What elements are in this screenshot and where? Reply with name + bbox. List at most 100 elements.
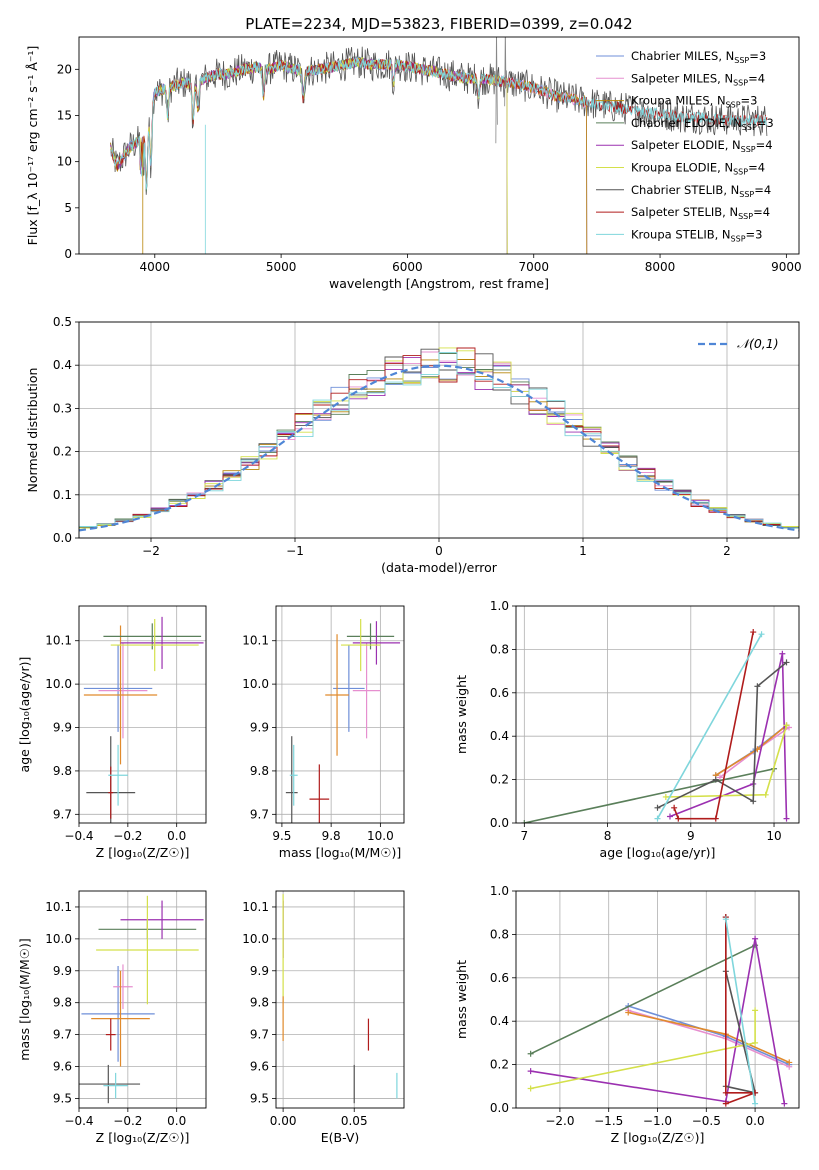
x-axis-label: age [log₁₀(age/yr)] <box>600 845 716 860</box>
y-tick-label: 9.6 <box>53 1060 72 1074</box>
weight-series-7 <box>725 917 756 1105</box>
data-point <box>120 900 204 939</box>
age-vs-mass-axes: 9.5 9.8 10.0 9.7 9.8 9.9 10.0 10.1 mass [log₁₀(M… <box>242 606 404 860</box>
mass-vs-Z-frame <box>78 890 207 1109</box>
x-tick-label: −0.2 <box>113 829 142 843</box>
x-tick-label: −0.4 <box>64 1114 93 1128</box>
weight-marker <box>783 722 790 729</box>
weight-series-8 <box>725 919 756 1104</box>
x-tick-label: 0 <box>435 544 443 558</box>
weight-marker <box>752 1039 759 1046</box>
x-tick-label: 2 <box>723 544 731 558</box>
weight-series-1 <box>627 1009 790 1068</box>
weight-marker <box>722 916 729 923</box>
y-tick-label: 9.9 <box>250 721 269 735</box>
residuals-axes: −2 −1 0 1 2 0.0 0.1 0.2 0.3 0.4 0.5 (data-model)/er… <box>25 315 799 575</box>
weight-marker <box>781 1100 788 1107</box>
y-axis-label: age [log₁₀(age/yr)] <box>17 657 32 773</box>
weight-marker <box>722 1089 729 1096</box>
age-vs-Z-points <box>83 616 204 823</box>
data-point <box>110 619 199 672</box>
mass-weight-vs-age-lines <box>521 629 793 823</box>
weight-series-8 <box>656 633 763 820</box>
data-point <box>81 965 155 1062</box>
weight-marker <box>625 1009 632 1016</box>
y-tick-label: 9.8 <box>250 996 269 1010</box>
weight-marker <box>752 935 759 942</box>
y-tick-label: 0.1 <box>53 488 72 502</box>
weight-marker <box>750 629 757 636</box>
weight-marker <box>716 774 723 781</box>
data-point <box>108 744 128 806</box>
y-tick-label: 9.6 <box>250 1060 269 1074</box>
x-axis-label: wavelength [Angstrom, rest frame] <box>329 276 549 291</box>
x-tick-label: 0.0 <box>167 1114 186 1128</box>
x-tick-label: 10 <box>766 829 781 843</box>
mass-weight-vs-age-axes: 7 8 9 10 0.0 0.2 0.4 0.6 0.8 1.0 age [log₁₀(age/yr… <box>454 599 799 860</box>
x-tick-label: −1 <box>286 544 304 558</box>
age-vs-mass-frame <box>275 605 405 824</box>
legend-entry: Salpeter MILES, NSSP=4 <box>631 71 765 87</box>
weight-marker <box>758 631 765 638</box>
x-tick-label: 0.00 <box>270 1114 297 1128</box>
spectrum-series-5 <box>110 56 508 254</box>
spectrum-series-8 <box>110 56 768 190</box>
x-axis-label: mass [log₁₀(M/M☉)] <box>279 845 401 860</box>
weight-marker <box>762 791 769 798</box>
y-tick-label: 10.0 <box>45 677 72 691</box>
y-tick-label: 0.8 <box>490 927 509 941</box>
weight-marker <box>754 683 761 690</box>
mass-weight-vs-Z-lines <box>527 914 793 1107</box>
y-tick-label: 0.4 <box>53 358 72 372</box>
x-tick-label: 8000 <box>645 260 676 274</box>
y-axis-label: mass [log₁₀(M/M☉)] <box>17 938 32 1060</box>
weight-series-7 <box>673 631 754 820</box>
mass-vs-ebv-axes: 0.00 0.05 9.5 9.6 9.7 9.8 9.9 10.0 10.1 E(B-V) <box>242 891 404 1145</box>
x-tick-label: 0.0 <box>167 829 186 843</box>
data-point <box>103 1072 128 1099</box>
y-tick-label: 9.7 <box>250 1028 269 1042</box>
residuals-frame <box>78 321 800 539</box>
data-point <box>108 766 114 819</box>
y-tick-label: 10.1 <box>45 634 72 648</box>
mass-vs-Z-points <box>79 895 204 1104</box>
y-tick-label: 1.0 <box>490 599 509 613</box>
age-vs-Z-axes: −0.4 −0.2 0.0 9.7 9.8 9.9 10.0 10.1 Z [log₁₀(Z/Z… <box>17 606 206 860</box>
x-tick-label: −0.2 <box>113 1114 142 1128</box>
x-tick-label: 8 <box>604 829 612 843</box>
x-tick-label: −0.5 <box>692 1114 721 1128</box>
x-axis-label: Z [log₁₀(Z/Z☉)] <box>96 845 190 860</box>
age-vs-Z-frame <box>78 605 207 824</box>
figure-title: PLATE=2234, MJD=53823, FIBERID=0399, z=0… <box>245 15 632 33</box>
mass-vs-Z-axes: −0.4 −0.2 0.0 9.5 9.6 9.7 9.8 9.9 10.0 10.1 Z [log… <box>17 891 206 1145</box>
x-tick-label: 7000 <box>518 260 549 274</box>
x-tick-label: 6000 <box>392 260 423 274</box>
data-point <box>113 964 133 1010</box>
legend-entry: Kroupa ELODIE, NSSP=4 <box>631 161 765 177</box>
x-tick-label: −1.0 <box>643 1114 672 1128</box>
mass-weight-vs-age-frame <box>515 605 800 824</box>
x-tick-label: 4000 <box>140 260 171 274</box>
x-axis-label: (data-model)/error <box>381 560 498 575</box>
data-point <box>285 736 298 823</box>
y-tick-label: 10.1 <box>242 634 269 648</box>
y-tick-label: 0.4 <box>490 729 509 743</box>
spectrum-frame <box>78 36 800 255</box>
x-tick-label: 0.0 <box>746 1114 765 1128</box>
y-tick-label: 10.0 <box>242 932 269 946</box>
weight-marker <box>527 1085 534 1092</box>
weight-marker <box>521 820 528 823</box>
x-tick-label: −1.5 <box>594 1114 623 1128</box>
data-point <box>83 625 158 765</box>
x-tick-label: 9 <box>687 829 695 843</box>
y-tick-label: 0.0 <box>490 816 509 830</box>
mass-vs-ebv-frame <box>275 890 405 1109</box>
legend-entry: Chabrier STELIB, NSSP=4 <box>631 183 771 199</box>
mass-vs-ebv-points <box>282 894 398 1104</box>
x-tick-label: 5000 <box>266 260 297 274</box>
y-tick-label: 9.8 <box>53 764 72 778</box>
y-tick-label: 9.8 <box>53 996 72 1010</box>
y-tick-label: 0.5 <box>53 315 72 329</box>
data-point <box>105 1018 116 1051</box>
y-axis-label: mass weight <box>454 675 469 754</box>
